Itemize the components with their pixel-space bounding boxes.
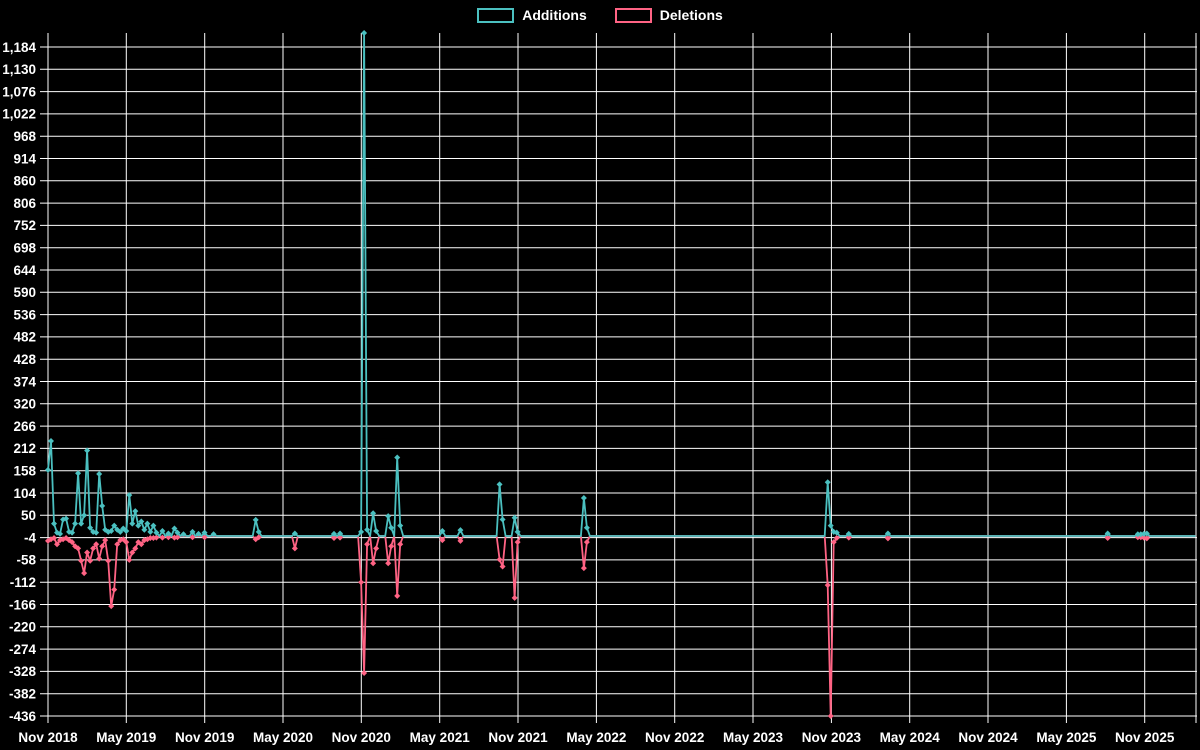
- svg-text:914: 914: [13, 151, 36, 166]
- deletions-line: [47, 535, 1196, 717]
- x-tick-labels: Nov 2018 May 2019 Nov 2019 May 2020 Nov 2020…: [18, 730, 1174, 745]
- svg-text:-58: -58: [16, 553, 36, 568]
- svg-text:320: 320: [13, 397, 36, 412]
- legend-item-additions[interactable]: Additions: [477, 7, 587, 23]
- svg-text:1,076: 1,076: [2, 84, 36, 99]
- svg-text:Nov 2019: Nov 2019: [175, 730, 234, 745]
- svg-text:1,184: 1,184: [2, 40, 36, 55]
- legend-label-deletions: Deletions: [659, 7, 723, 23]
- svg-text:968: 968: [13, 129, 36, 144]
- deletions-swatch-icon: [614, 7, 652, 23]
- svg-text:1,022: 1,022: [2, 107, 36, 122]
- svg-text:428: 428: [13, 352, 36, 367]
- svg-text:Nov 2021: Nov 2021: [488, 730, 548, 745]
- chart-legend: Additions Deletions: [0, 7, 1200, 23]
- svg-text:Nov 2018: Nov 2018: [18, 730, 78, 745]
- svg-text:50: 50: [21, 508, 36, 523]
- svg-text:752: 752: [13, 218, 36, 233]
- legend-label-additions: Additions: [522, 7, 587, 23]
- svg-text:Nov 2023: Nov 2023: [802, 730, 862, 745]
- svg-text:-166: -166: [9, 597, 37, 612]
- svg-text:212: 212: [13, 441, 36, 456]
- svg-text:158: 158: [13, 464, 36, 479]
- svg-text:Nov 2020: Nov 2020: [332, 730, 391, 745]
- svg-text:1,130: 1,130: [2, 62, 36, 77]
- svg-text:698: 698: [13, 241, 36, 256]
- svg-text:-4: -4: [24, 530, 36, 545]
- svg-text:Nov 2025: Nov 2025: [1115, 730, 1175, 745]
- svg-text:104: 104: [13, 486, 36, 501]
- svg-text:644: 644: [13, 263, 36, 278]
- y-tick-labels: -436 -382 -328 -274 -220 -166 -112 -58 -4 50 104 15…: [2, 40, 36, 724]
- svg-text:May 2019: May 2019: [96, 730, 156, 745]
- svg-text:Nov 2024: Nov 2024: [958, 730, 1018, 745]
- svg-text:Nov 2022: Nov 2022: [645, 730, 704, 745]
- svg-text:-328: -328: [9, 664, 37, 679]
- svg-text:860: 860: [13, 174, 36, 189]
- svg-text:374: 374: [13, 374, 36, 389]
- svg-text:May 2020: May 2020: [253, 730, 313, 745]
- svg-text:482: 482: [13, 330, 36, 345]
- x-gridlines: [47, 33, 1146, 723]
- additions-line: [47, 32, 1196, 537]
- svg-text:May 2025: May 2025: [1036, 730, 1097, 745]
- svg-text:-274: -274: [9, 642, 37, 657]
- svg-text:-220: -220: [9, 620, 36, 635]
- svg-text:-382: -382: [9, 687, 36, 702]
- svg-text:266: 266: [13, 419, 36, 434]
- svg-text:May 2021: May 2021: [410, 730, 471, 745]
- svg-text:536: 536: [13, 307, 36, 322]
- additions-markers: [45, 30, 1150, 538]
- svg-text:-436: -436: [9, 709, 37, 724]
- deletions-markers: [45, 534, 1150, 719]
- svg-text:May 2022: May 2022: [566, 730, 626, 745]
- svg-text:May 2024: May 2024: [880, 730, 941, 745]
- legend-item-deletions[interactable]: Deletions: [614, 7, 723, 23]
- svg-text:806: 806: [13, 196, 36, 211]
- additions-swatch-icon: [477, 7, 515, 23]
- svg-text:590: 590: [13, 285, 36, 300]
- y-gridlines: [40, 46, 1197, 717]
- svg-text:-112: -112: [10, 575, 36, 590]
- svg-text:May 2023: May 2023: [723, 730, 784, 745]
